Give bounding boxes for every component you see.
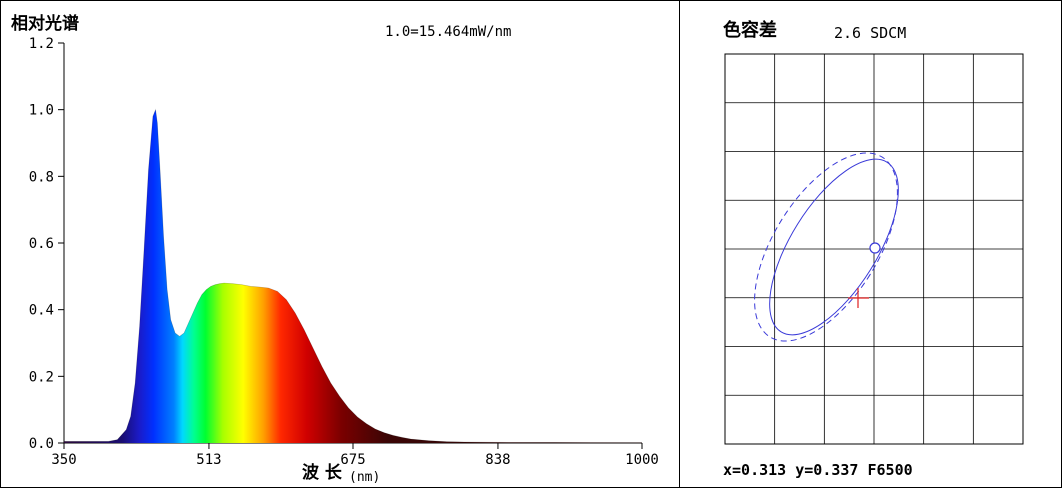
x-tick-label: 1000	[625, 452, 659, 468]
y-tick-label: 0.2	[29, 369, 54, 385]
x-axis-label: 波 长	[302, 462, 343, 483]
measured-point	[848, 288, 869, 308]
outer-ellipse	[754, 152, 898, 342]
sdcm-title: 色容差	[723, 19, 777, 41]
spectrum-chart: 相对光谱 1.0=15.464mW/nm 0.0 0.2 0.4 0.6 0.8 1.0 1…	[11, 13, 659, 485]
sdcm-panel: 色容差 2.6 SDCM x=0.313 y=0.337 F6500	[679, 0, 1062, 488]
spectrum-line	[64, 108, 643, 443]
sdcm-value: 2.6 SDCM	[834, 24, 906, 42]
y-tick-label: 1.2	[29, 36, 54, 52]
x-tick-label: 350	[51, 452, 76, 468]
chromaticity-readout: x=0.313 y=0.337 F6500	[723, 461, 913, 479]
x-tick-label: 513	[196, 452, 221, 468]
y-tick-label: 0.4	[29, 303, 54, 319]
spectrum-panel: 相对光谱 1.0=15.464mW/nm 0.0 0.2 0.4 0.6 0.8 1.0 1…	[0, 0, 680, 488]
y-tick-label: 0.8	[29, 169, 54, 185]
normalization-annotation: 1.0=15.464mW/nm	[385, 24, 511, 40]
inner-ellipse	[769, 158, 899, 336]
y-tick-label: 0.6	[29, 236, 54, 252]
x-ticks: 350 513 675 838 1000	[51, 443, 659, 468]
x-tick-label: 838	[485, 452, 510, 468]
spectrum-area	[64, 109, 642, 444]
spectrum-title: 相对光谱	[11, 13, 79, 34]
x-tick-label: 675	[340, 452, 365, 468]
chromaticity-grid	[724, 53, 1024, 445]
y-ticks: 0.0 0.2 0.4 0.6 0.8 1.0 1.2	[29, 36, 64, 452]
y-tick-label: 1.0	[29, 103, 54, 119]
y-tick-label: 0.0	[29, 436, 54, 452]
sdcm-chart: 色容差 2.6 SDCM x=0.313 y=0.337 F6500	[723, 19, 1024, 479]
x-axis-unit: (nm)	[349, 470, 380, 485]
target-point	[869, 242, 881, 254]
